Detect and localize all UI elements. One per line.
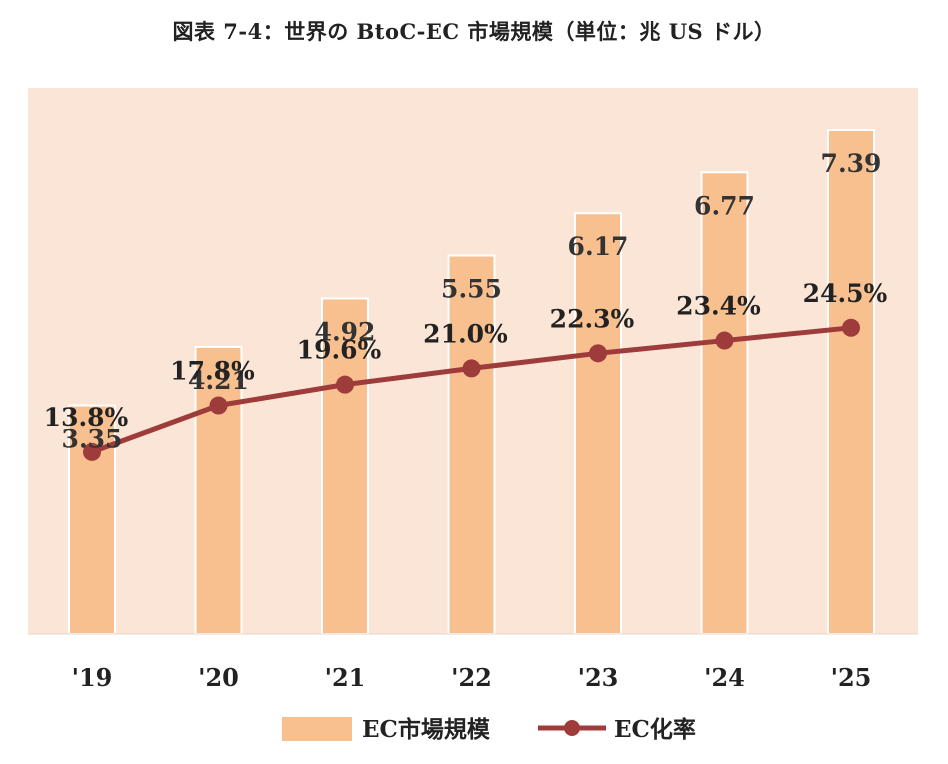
rate-marker-2 (336, 375, 354, 394)
bar-5 (700, 171, 749, 635)
x-tick-label: '22 (451, 663, 492, 692)
rate-marker-6 (842, 318, 860, 337)
chart-title: 図表 7-4：世界の BtoC-EC 市場規模（単位：兆 US ドル） (172, 19, 776, 44)
rate-value-label: 19.6% (297, 336, 382, 365)
rate-value-label: 17.8% (170, 357, 255, 386)
rate-marker-3 (462, 359, 481, 378)
legend-bar-swatch (282, 717, 352, 741)
bar-value-label: 6.17 (568, 232, 629, 261)
x-axis: '19 '20 '21 '22 '23 '24 '25 (28, 633, 918, 692)
rate-value-label: 13.8% (44, 403, 129, 432)
legend-bar-label: EC市場規模 (362, 716, 491, 743)
rate-marker-1 (209, 396, 228, 415)
rate-value-label: 23.4% (676, 292, 761, 321)
bar-1 (194, 345, 243, 635)
rate-value-label: 22.3% (550, 304, 635, 333)
legend-line-marker (564, 720, 580, 736)
rate-marker-0 (83, 442, 101, 461)
x-tick-label: '23 (578, 663, 619, 692)
bar-value-label: 5.55 (441, 274, 502, 303)
bar-value-label: 6.77 (694, 191, 755, 220)
bar-value-label: 4.21 (188, 366, 249, 395)
rate-value-label: 24.5% (803, 279, 888, 308)
bar-value-label: 7.39 (821, 149, 882, 178)
rate-marker-5 (715, 331, 734, 350)
bar-6 (827, 129, 875, 635)
x-tick-label: '20 (198, 663, 239, 692)
rate-value-label: 21.0% (423, 319, 508, 348)
legend-line-label: EC化率 (614, 716, 696, 743)
bar-2 (321, 297, 369, 635)
x-tick-label: '25 (831, 663, 872, 692)
bar-3 (447, 254, 496, 635)
x-tick-label: '19 (72, 663, 113, 692)
bar-value-label: 3.35 (62, 425, 123, 454)
rate-marker-4 (589, 344, 607, 363)
x-tick-label: '24 (704, 663, 745, 692)
x-tick-label: '21 (325, 663, 366, 692)
bar-4 (574, 212, 622, 636)
bar-value-label: 4.92 (315, 317, 376, 346)
bar-series (68, 129, 875, 636)
line-series (83, 318, 860, 461)
legend: EC市場規模 EC化率 (282, 716, 696, 743)
